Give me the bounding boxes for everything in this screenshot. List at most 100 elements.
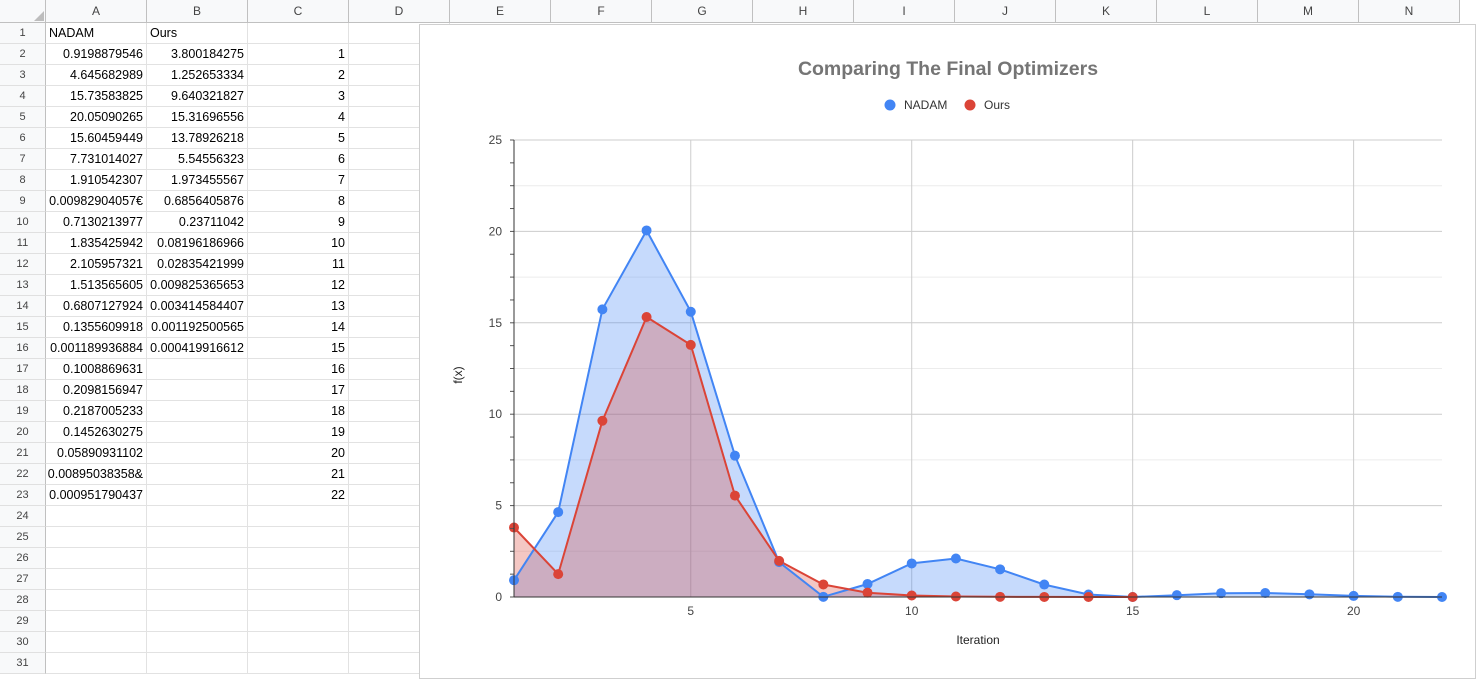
cell-a13[interactable]: 1.513565605 bbox=[46, 275, 147, 296]
cell-c7[interactable]: 6 bbox=[248, 149, 349, 170]
point-ours-9[interactable] bbox=[862, 587, 873, 598]
cell-c21[interactable]: 20 bbox=[248, 443, 349, 464]
cell-b8[interactable]: 1.973455567 bbox=[147, 170, 248, 191]
cell-a14[interactable]: 0.6807127924 bbox=[46, 296, 147, 317]
cell-c12[interactable]: 11 bbox=[248, 254, 349, 275]
cell-b10[interactable]: 0.23711042 bbox=[147, 212, 248, 233]
point-nadam-11[interactable] bbox=[950, 553, 961, 564]
cell[interactable] bbox=[248, 23, 349, 44]
column-header-n[interactable]: N bbox=[1359, 0, 1460, 23]
column-header-b[interactable]: B bbox=[147, 0, 248, 23]
row-header-8[interactable]: 8 bbox=[0, 170, 46, 191]
cell-a18[interactable]: 0.2098156947 bbox=[46, 380, 147, 401]
select-all-corner[interactable] bbox=[0, 0, 46, 23]
cell-b12[interactable]: 0.02835421999 bbox=[147, 254, 248, 275]
column-header-f[interactable]: F bbox=[551, 0, 652, 23]
cell-b4[interactable]: 9.640321827 bbox=[147, 86, 248, 107]
column-header-d[interactable]: D bbox=[349, 0, 450, 23]
cell-b2[interactable]: 3.800184275 bbox=[147, 44, 248, 65]
cell[interactable] bbox=[46, 611, 147, 632]
row-header-1[interactable]: 1 bbox=[0, 23, 46, 44]
row-header-28[interactable]: 28 bbox=[0, 590, 46, 611]
cell-c17[interactable]: 16 bbox=[248, 359, 349, 380]
cell-c20[interactable]: 19 bbox=[248, 422, 349, 443]
row-header-12[interactable]: 12 bbox=[0, 254, 46, 275]
cell-c8[interactable]: 7 bbox=[248, 170, 349, 191]
point-nadam-10[interactable] bbox=[906, 558, 917, 569]
cell[interactable] bbox=[46, 527, 147, 548]
cell-a15[interactable]: 0.1355609918 bbox=[46, 317, 147, 338]
row-header-24[interactable]: 24 bbox=[0, 506, 46, 527]
cell[interactable] bbox=[147, 380, 248, 401]
cell[interactable] bbox=[248, 611, 349, 632]
point-ours-4[interactable] bbox=[641, 312, 652, 323]
row-header-7[interactable]: 7 bbox=[0, 149, 46, 170]
cell[interactable] bbox=[147, 611, 248, 632]
cell-b7[interactable]: 5.54556323 bbox=[147, 149, 248, 170]
row-header-23[interactable]: 23 bbox=[0, 485, 46, 506]
row-header-18[interactable]: 18 bbox=[0, 380, 46, 401]
cell-c16[interactable]: 15 bbox=[248, 338, 349, 359]
cell-c13[interactable]: 12 bbox=[248, 275, 349, 296]
cell-b3[interactable]: 1.252653334 bbox=[147, 65, 248, 86]
cell[interactable] bbox=[147, 401, 248, 422]
point-nadam-9[interactable] bbox=[862, 578, 873, 589]
cell-a10[interactable]: 0.7130213977 bbox=[46, 212, 147, 233]
cell-a7[interactable]: 7.731014027 bbox=[46, 149, 147, 170]
cell-a20[interactable]: 0.1452630275 bbox=[46, 422, 147, 443]
cell[interactable] bbox=[248, 506, 349, 527]
point-nadam-6[interactable] bbox=[729, 450, 740, 461]
cell[interactable] bbox=[248, 632, 349, 653]
cell-a9[interactable]: 0.00982904057€ bbox=[46, 191, 147, 212]
cell-a23[interactable]: 0.000951790437 bbox=[46, 485, 147, 506]
cell-b9[interactable]: 0.6856405876 bbox=[147, 191, 248, 212]
row-header-15[interactable]: 15 bbox=[0, 317, 46, 338]
cell-a21[interactable]: 0.05890931102 bbox=[46, 443, 147, 464]
cell[interactable] bbox=[147, 569, 248, 590]
row-header-10[interactable]: 10 bbox=[0, 212, 46, 233]
point-nadam-17[interactable] bbox=[1216, 588, 1227, 599]
cell-c18[interactable]: 17 bbox=[248, 380, 349, 401]
cell-a2[interactable]: 0.9198879546 bbox=[46, 44, 147, 65]
point-nadam-2[interactable] bbox=[553, 507, 564, 518]
point-ours-10[interactable] bbox=[906, 590, 917, 601]
point-ours-5[interactable] bbox=[685, 339, 696, 350]
cell-c9[interactable]: 8 bbox=[248, 191, 349, 212]
cell[interactable] bbox=[248, 590, 349, 611]
point-nadam-3[interactable] bbox=[597, 304, 608, 315]
point-ours-8[interactable] bbox=[818, 579, 829, 590]
cell-a4[interactable]: 15.73583825 bbox=[46, 86, 147, 107]
row-header-25[interactable]: 25 bbox=[0, 527, 46, 548]
row-header-3[interactable]: 3 bbox=[0, 65, 46, 86]
row-header-31[interactable]: 31 bbox=[0, 653, 46, 674]
cell-a5[interactable]: 20.05090265 bbox=[46, 107, 147, 128]
cell-c4[interactable]: 3 bbox=[248, 86, 349, 107]
point-ours-6[interactable] bbox=[729, 490, 740, 501]
row-header-17[interactable]: 17 bbox=[0, 359, 46, 380]
cell-a1[interactable]: NADAM bbox=[46, 23, 147, 44]
cell-b13[interactable]: 0.009825365653 bbox=[147, 275, 248, 296]
column-header-l[interactable]: L bbox=[1157, 0, 1258, 23]
row-header-20[interactable]: 20 bbox=[0, 422, 46, 443]
point-nadam-4[interactable] bbox=[641, 225, 652, 236]
row-header-2[interactable]: 2 bbox=[0, 44, 46, 65]
row-header-26[interactable]: 26 bbox=[0, 548, 46, 569]
column-header-h[interactable]: H bbox=[753, 0, 854, 23]
column-header-c[interactable]: C bbox=[248, 0, 349, 23]
cell-a22[interactable]: 0.00895038358& bbox=[46, 464, 147, 485]
cell-b5[interactable]: 15.31696556 bbox=[147, 107, 248, 128]
cell[interactable] bbox=[147, 359, 248, 380]
row-header-21[interactable]: 21 bbox=[0, 443, 46, 464]
cell-c15[interactable]: 14 bbox=[248, 317, 349, 338]
cell[interactable] bbox=[248, 653, 349, 674]
point-nadam-19[interactable] bbox=[1304, 589, 1315, 600]
row-header-19[interactable]: 19 bbox=[0, 401, 46, 422]
cell-c10[interactable]: 9 bbox=[248, 212, 349, 233]
embedded-chart[interactable]: 5 10 15 20 0 5 10 15 20 25 Comparing The Final Op… bbox=[419, 24, 1476, 679]
cell-b14[interactable]: 0.003414584407 bbox=[147, 296, 248, 317]
row-header-5[interactable]: 5 bbox=[0, 107, 46, 128]
cell-b11[interactable]: 0.08196186966 bbox=[147, 233, 248, 254]
cell[interactable] bbox=[147, 422, 248, 443]
row-header-11[interactable]: 11 bbox=[0, 233, 46, 254]
row-header-6[interactable]: 6 bbox=[0, 128, 46, 149]
